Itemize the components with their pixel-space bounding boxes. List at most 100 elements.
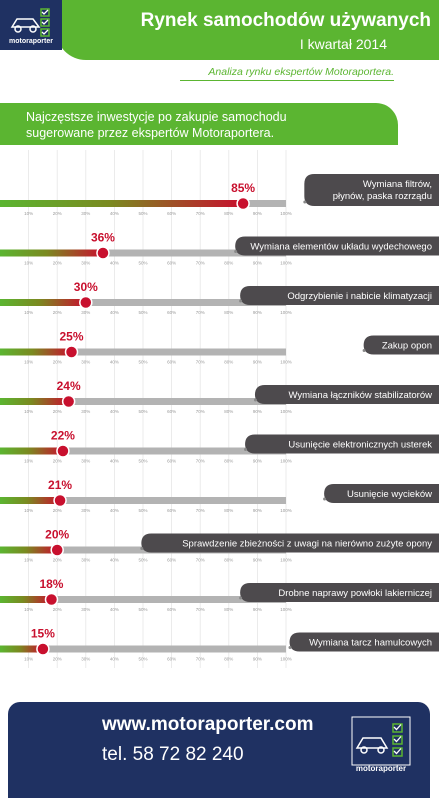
- tick-label: 40%: [110, 211, 119, 216]
- tick-label: 10%: [24, 360, 33, 365]
- tick-label: 40%: [110, 657, 119, 662]
- tick-label: 30%: [81, 360, 90, 365]
- value-label: 25%: [59, 330, 83, 344]
- tick-label: 50%: [138, 310, 147, 315]
- bar-track: [0, 299, 286, 306]
- logo-text: motoraporter: [9, 38, 53, 45]
- tick-label: 90%: [253, 360, 262, 365]
- tick-label: 20%: [53, 558, 62, 563]
- tick-label: 60%: [167, 459, 176, 464]
- category-label: płynów, paska rozrządu: [333, 191, 432, 202]
- value-label: 20%: [45, 528, 69, 542]
- tick-label: 60%: [167, 360, 176, 365]
- tick-label: 10%: [24, 261, 33, 266]
- tick-label: 50%: [138, 558, 147, 563]
- value-label: 85%: [231, 181, 255, 195]
- tick-label: 30%: [81, 261, 90, 266]
- tick-label: 40%: [110, 409, 119, 414]
- bar-track: [0, 398, 286, 405]
- intro-line-1: Najczęstsze inwestycje po zakupie samoch…: [26, 110, 287, 124]
- value-label: 21%: [48, 478, 72, 492]
- tick-label: 50%: [138, 409, 147, 414]
- tick-label: 70%: [196, 657, 205, 662]
- tick-label: 30%: [81, 310, 90, 315]
- tick-label: 80%: [224, 211, 233, 216]
- tick-label: 100%: [280, 657, 292, 662]
- tick-label: 10%: [24, 657, 33, 662]
- tick-label: 20%: [53, 409, 62, 414]
- label-connector-dot: [234, 250, 238, 253]
- tick-label: 90%: [253, 409, 262, 414]
- label-connector-dot: [253, 398, 257, 402]
- tick-label: 90%: [253, 508, 262, 513]
- tick-label: 10%: [24, 211, 33, 216]
- bar-track: [0, 596, 286, 603]
- tick-label: 40%: [110, 310, 119, 315]
- tick-label: 60%: [167, 310, 176, 315]
- tick-label: 70%: [196, 211, 205, 216]
- tick-label: 70%: [196, 261, 205, 266]
- category-label-box: [324, 484, 439, 503]
- tick-label: 50%: [138, 360, 147, 365]
- tick-label: 50%: [138, 459, 147, 464]
- bar-marker: [50, 543, 64, 557]
- tick-label: 40%: [110, 360, 119, 365]
- label-connector-dot: [362, 349, 366, 352]
- car-checklist-icon: [351, 716, 411, 766]
- tick-label: 100%: [280, 409, 292, 414]
- tick-label: 90%: [253, 261, 262, 266]
- tick-label: 10%: [24, 558, 33, 563]
- label-connector-dot: [303, 200, 307, 204]
- tick-label: 100%: [280, 360, 292, 365]
- tick-label: 40%: [110, 558, 119, 563]
- tick-label: 100%: [280, 508, 292, 513]
- tick-label: 20%: [53, 657, 62, 662]
- intro-banner: Najczęstsze inwestycje po zakupie samoch…: [0, 103, 398, 145]
- tick-label: 100%: [280, 607, 292, 612]
- page-title: Rynek samochodów używanych: [140, 10, 431, 31]
- category-label-box: [254, 385, 439, 404]
- tick-label: 50%: [138, 508, 147, 513]
- tick-label: 70%: [196, 409, 205, 414]
- tick-label: 70%: [196, 607, 205, 612]
- bar-track: [0, 249, 286, 257]
- tick-label: 90%: [253, 558, 262, 563]
- tick-label: 80%: [224, 360, 233, 365]
- tick-label: 70%: [196, 360, 205, 365]
- bar: [0, 398, 69, 405]
- tick-label: 10%: [24, 508, 33, 513]
- tick-label: 80%: [224, 459, 233, 464]
- tick-label: 10%: [24, 459, 33, 464]
- tick-label: 100%: [280, 459, 292, 464]
- label-connector-dot: [239, 299, 243, 303]
- tick-label: 20%: [53, 360, 62, 365]
- tick-label: 100%: [280, 558, 292, 563]
- category-label: Wymiana elementów układu wydechowego: [250, 242, 432, 253]
- bar-marker: [56, 444, 70, 458]
- motoraporter-logo: motoraporter: [0, 0, 62, 50]
- investment-bar-chart: 85% 10% 20% 30% 40% 50% 60% 70% 80% 90% 100% Wymian…: [0, 150, 439, 668]
- tick-label: 80%: [224, 310, 233, 315]
- category-label: Zakup opon: [382, 341, 432, 352]
- page-subtitle: I kwartał 2014: [299, 36, 387, 52]
- tick-label: 20%: [53, 607, 62, 612]
- tick-label: 90%: [253, 310, 262, 315]
- label-connector-dot: [288, 646, 292, 649]
- tick-label: 20%: [53, 459, 62, 464]
- tick-label: 20%: [53, 310, 62, 315]
- label-connector-dot: [323, 497, 327, 501]
- tick-label: 60%: [167, 261, 176, 266]
- bar: [0, 299, 86, 306]
- category-label: Wymiana tarcz hamulcowych: [309, 638, 432, 649]
- category-label: Usunięcie elektronicznych usterek: [288, 440, 432, 451]
- value-label: 36%: [91, 231, 115, 245]
- bar: [0, 249, 103, 257]
- bar: [0, 447, 63, 455]
- label-connector-dot: [244, 448, 248, 451]
- tick-label: 60%: [167, 657, 176, 662]
- tick-label: 10%: [24, 409, 33, 414]
- bar: [0, 645, 43, 653]
- footer-url[interactable]: www.motoraporter.com: [102, 714, 314, 735]
- tick-label: 70%: [196, 508, 205, 513]
- label-connector-dot: [239, 596, 243, 600]
